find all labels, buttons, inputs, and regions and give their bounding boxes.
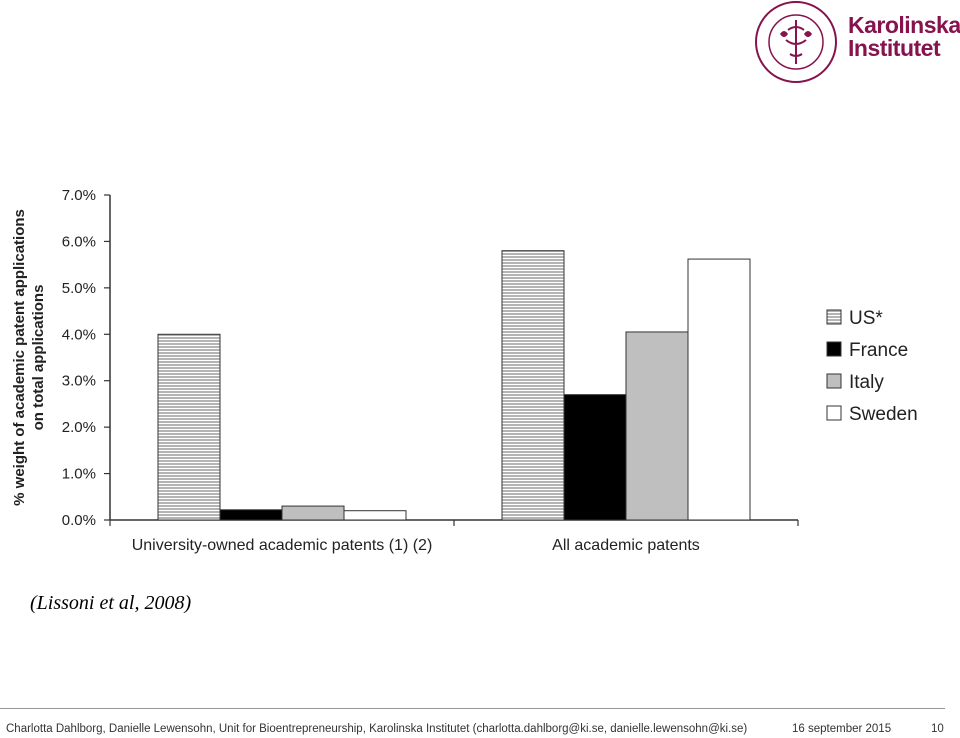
bar-sweden (343, 510, 407, 521)
y-axis-title: % weight of academic patent applications… (11, 209, 47, 506)
y-tick-label: 4.0% (62, 326, 96, 343)
y-tick-label: 1.0% (62, 466, 96, 483)
legend-label: Italy (849, 372, 884, 393)
legend-swatch (826, 373, 842, 389)
y-tick-label: 2.0% (62, 419, 96, 436)
y-tick-label: 7.0% (62, 187, 96, 204)
x-category-label: University-owned academic patents (1) (2… (132, 537, 433, 554)
bar-sweden (687, 258, 751, 521)
bar-chart: 0.0% 1.0% 2.0% 3.0% 4.0% 5.0% 6.0% 7.0% Universi… (11, 187, 918, 554)
legend-swatch (826, 405, 842, 421)
logo-line-1: Karolinska (848, 12, 960, 38)
axis-labels: 0.0% 1.0% 2.0% 3.0% 4.0% 5.0% 6.0% 7.0% Universi… (11, 187, 700, 554)
y-tick-label: 0.0% (62, 512, 96, 529)
x-category-label: All academic patents (552, 537, 700, 554)
legend: US* France Italy Sweden (826, 308, 918, 425)
legend-swatch (826, 309, 842, 325)
legend-label: France (849, 340, 908, 361)
page-number: 10 (931, 723, 944, 735)
bar-france (563, 394, 627, 521)
y-tick-label: 6.0% (62, 233, 96, 250)
ki-seal-icon (755, 1, 837, 83)
legend-label: Sweden (849, 404, 918, 425)
bar-italy (281, 505, 345, 521)
y-tick-label: 3.0% (62, 373, 96, 390)
legend-label: US* (849, 308, 883, 329)
y-tick-label: 5.0% (62, 280, 96, 297)
bar-us (157, 333, 221, 521)
bar-us (501, 250, 565, 521)
legend-swatch (826, 341, 842, 357)
logo-wordmark: Karolinska Institutet (848, 14, 960, 60)
footer-date: 16 september 2015 (792, 723, 892, 735)
logo-line-2: Institutet (848, 35, 941, 61)
citation: (Lissoni et al, 2008) (30, 592, 192, 614)
bar-italy (625, 331, 689, 521)
karolinska-logo: Karolinska Institutet (752, 0, 960, 84)
footer-divider (0, 708, 945, 709)
bar-france (219, 509, 283, 521)
bars (157, 250, 751, 521)
footer-authors: Charlotta Dahlborg, Danielle Lewensohn, … (6, 723, 748, 735)
